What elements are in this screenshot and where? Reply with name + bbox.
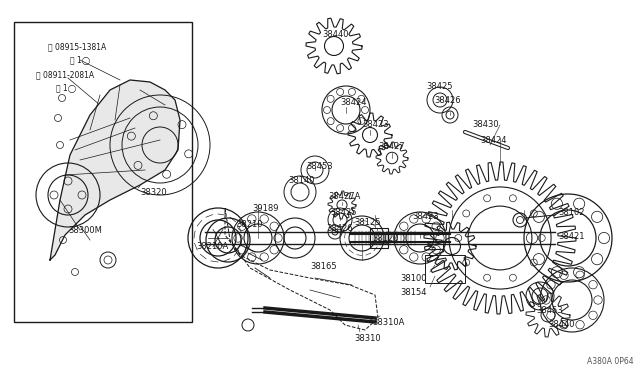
Text: ⓜ 08915-1381A: ⓜ 08915-1381A <box>48 42 106 51</box>
Text: 38425: 38425 <box>330 208 356 217</box>
Text: 38453: 38453 <box>536 306 563 315</box>
Text: 38427A: 38427A <box>328 192 360 201</box>
Text: ⓒ 1◯: ⓒ 1◯ <box>70 56 90 65</box>
Text: 38430: 38430 <box>472 120 499 129</box>
Text: 38310: 38310 <box>354 334 381 343</box>
Bar <box>370 228 388 248</box>
Text: 38440: 38440 <box>548 320 575 329</box>
Text: ⓝ 08911-2081A: ⓝ 08911-2081A <box>36 70 94 79</box>
Text: 38427: 38427 <box>378 142 404 151</box>
Text: 38210: 38210 <box>236 220 262 229</box>
Text: 38423: 38423 <box>362 120 388 129</box>
Bar <box>425 255 465 283</box>
Text: 38310A: 38310A <box>372 318 404 327</box>
Text: 38426: 38426 <box>434 96 461 105</box>
Text: 38425: 38425 <box>426 82 452 91</box>
Text: 38102: 38102 <box>558 208 584 217</box>
Text: 38421: 38421 <box>558 232 584 241</box>
Text: 38424: 38424 <box>480 136 506 145</box>
Text: 38424: 38424 <box>340 98 367 107</box>
Text: 38125: 38125 <box>354 218 381 227</box>
Text: A380A 0P64: A380A 0P64 <box>588 357 634 366</box>
Text: 39189: 39189 <box>252 204 278 213</box>
Text: 38320: 38320 <box>140 188 166 197</box>
Text: 38440: 38440 <box>322 30 349 39</box>
Text: ⓒ 1◯: ⓒ 1◯ <box>56 84 76 93</box>
Text: 38210A: 38210A <box>196 242 228 251</box>
Text: 38140: 38140 <box>288 176 314 185</box>
Text: 38300M: 38300M <box>68 226 102 235</box>
FancyBboxPatch shape <box>14 22 192 322</box>
Polygon shape <box>50 80 180 260</box>
Text: 38426: 38426 <box>326 224 353 233</box>
Text: 38100: 38100 <box>400 274 426 283</box>
Text: 38154: 38154 <box>400 288 426 297</box>
Text: 38165: 38165 <box>310 262 337 271</box>
Text: 38423: 38423 <box>412 212 438 221</box>
Text: 38120: 38120 <box>372 234 399 243</box>
Text: 38453: 38453 <box>306 162 333 171</box>
